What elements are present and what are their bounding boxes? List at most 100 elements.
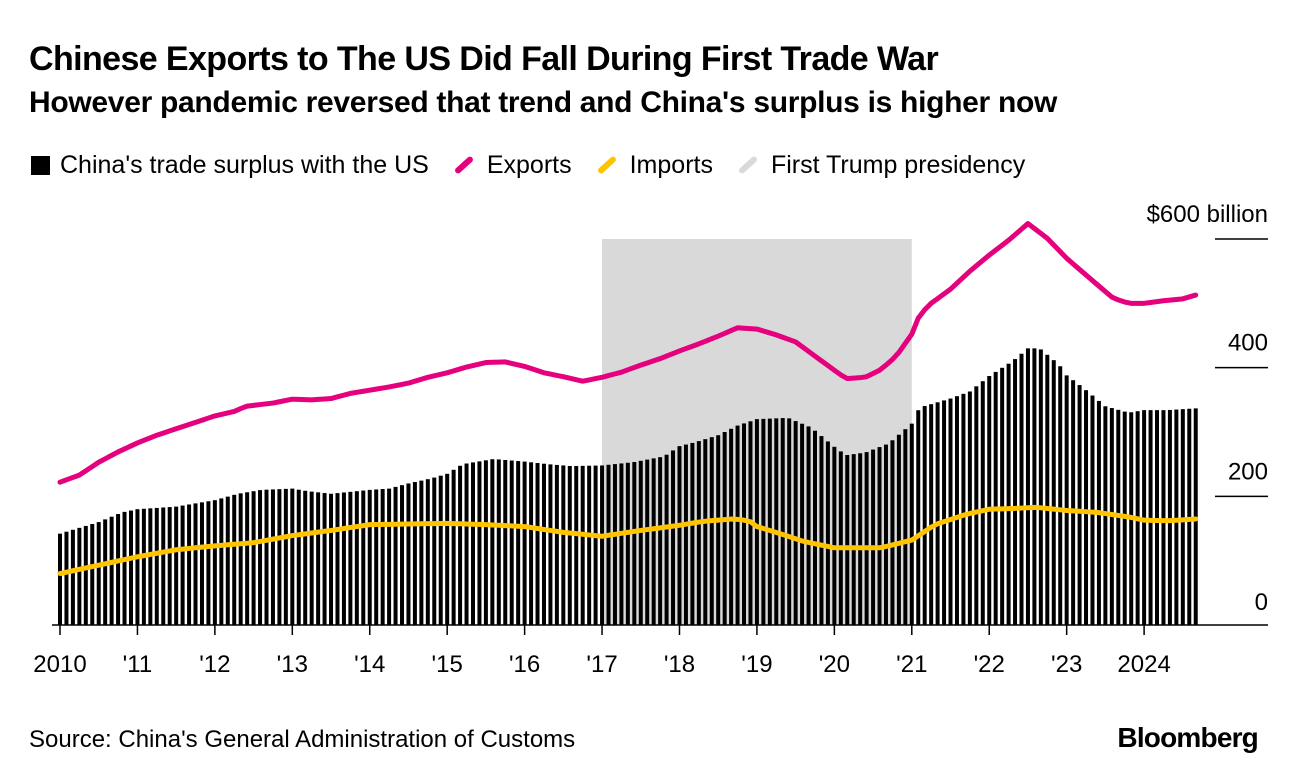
surplus-bar xyxy=(103,519,108,625)
surplus-bar xyxy=(425,479,430,625)
legend-label-surplus: China's trade surplus with the US xyxy=(60,150,429,179)
surplus-bar xyxy=(283,488,288,625)
surplus-bar xyxy=(503,459,508,625)
surplus-bar xyxy=(619,463,624,625)
surplus-bar xyxy=(716,435,721,625)
surplus-bar xyxy=(206,501,211,625)
surplus-bar xyxy=(638,460,643,625)
legend-label-imports: Imports xyxy=(629,150,713,179)
surplus-bar xyxy=(948,398,953,625)
surplus-bar xyxy=(612,464,617,625)
surplus-bar xyxy=(645,459,650,625)
surplus-bar xyxy=(128,510,133,625)
legend-label-exports: Exports xyxy=(486,150,572,179)
surplus-bar xyxy=(374,489,379,625)
surplus-bar xyxy=(509,460,514,625)
surplus-bar xyxy=(1013,359,1018,625)
surplus-bar xyxy=(109,516,114,625)
surplus-bar xyxy=(1032,348,1037,625)
surplus-bar xyxy=(58,533,62,625)
surplus-bar xyxy=(548,464,553,625)
surplus-bar xyxy=(858,453,863,625)
surplus-bar xyxy=(1051,360,1056,625)
surplus-bar xyxy=(116,514,121,625)
surplus-bar xyxy=(754,419,759,625)
x-tick-label: '20 xyxy=(819,651,850,678)
surplus-bar xyxy=(580,465,585,625)
surplus-bar xyxy=(400,485,405,625)
surplus-bars-layer xyxy=(58,348,1198,625)
surplus-bar xyxy=(187,504,192,625)
surplus-bar xyxy=(1142,410,1147,625)
surplus-bar xyxy=(193,503,198,625)
surplus-bar xyxy=(361,490,366,625)
surplus-bar xyxy=(64,531,69,625)
surplus-bar xyxy=(690,442,695,625)
x-tick-label: 2024 xyxy=(1117,651,1170,678)
surplus-bar xyxy=(774,418,779,625)
surplus-bar xyxy=(696,441,701,625)
surplus-bar xyxy=(161,507,166,625)
surplus-bar xyxy=(954,396,959,625)
surplus-bar xyxy=(787,418,792,625)
surplus-bar xyxy=(871,449,876,625)
surplus-bar xyxy=(341,492,346,625)
surplus-bar xyxy=(490,459,495,625)
chart-subtitle: However pandemic reversed that trend and… xyxy=(29,86,1058,119)
series-lines-layer xyxy=(57,221,1199,577)
surplus-bar xyxy=(703,439,708,625)
surplus-bar xyxy=(238,493,243,625)
surplus-bar xyxy=(729,428,734,625)
x-tick-label: '15 xyxy=(432,651,463,678)
surplus-bar xyxy=(380,489,385,625)
x-tick-label: '23 xyxy=(1051,651,1082,678)
surplus-bar xyxy=(709,437,714,625)
surplus-bar xyxy=(561,465,566,625)
surplus-bar xyxy=(993,371,998,625)
surplus-bar xyxy=(1025,348,1030,625)
surplus-bar xyxy=(683,444,688,625)
chart-title: Chinese Exports to The US Did Fall Durin… xyxy=(29,40,939,78)
legend-item-surplus: China's trade surplus with the US xyxy=(31,151,429,180)
legend: China's trade surplus with the US Export… xyxy=(31,145,1047,185)
surplus-bar xyxy=(587,465,592,625)
surplus-bar xyxy=(567,465,572,625)
surplus-bar xyxy=(864,452,869,625)
surplus-bar xyxy=(199,502,204,625)
source-note: Source: China's General Administration o… xyxy=(29,726,576,753)
surplus-bar xyxy=(922,406,927,625)
surplus-bar xyxy=(470,462,475,625)
surplus-bar xyxy=(458,465,463,625)
surplus-bar xyxy=(445,473,450,625)
surplus-bar xyxy=(800,423,805,625)
surplus-bar xyxy=(1064,375,1069,625)
surplus-bar xyxy=(903,429,908,625)
surplus-bar xyxy=(658,457,663,625)
surplus-bar xyxy=(1174,409,1179,625)
x-tick-label: 2010 xyxy=(33,651,86,678)
surplus-bar xyxy=(516,461,521,625)
surplus-bar xyxy=(496,459,501,625)
surplus-bar xyxy=(632,462,637,625)
surplus-bar xyxy=(1180,409,1185,625)
surplus-bar xyxy=(935,402,940,625)
exports-line xyxy=(57,221,1199,485)
surplus-bar xyxy=(251,491,256,625)
surplus-bar xyxy=(825,441,830,625)
surplus-bar xyxy=(70,529,75,625)
x-tick-label: '13 xyxy=(277,651,308,678)
surplus-bar xyxy=(974,386,979,625)
surplus-bar xyxy=(432,477,437,625)
surplus-bar xyxy=(851,454,856,625)
surplus-bar xyxy=(180,505,185,625)
surplus-bar xyxy=(819,436,824,625)
surplus-bar xyxy=(419,480,424,625)
surplus-bar xyxy=(651,458,656,625)
surplus-bar xyxy=(83,525,88,625)
x-tick-label: '21 xyxy=(896,651,927,678)
surplus-bar xyxy=(909,423,914,625)
surplus-bar xyxy=(212,500,217,625)
surplus-bar xyxy=(600,465,605,625)
x-tick-label: '16 xyxy=(509,651,540,678)
